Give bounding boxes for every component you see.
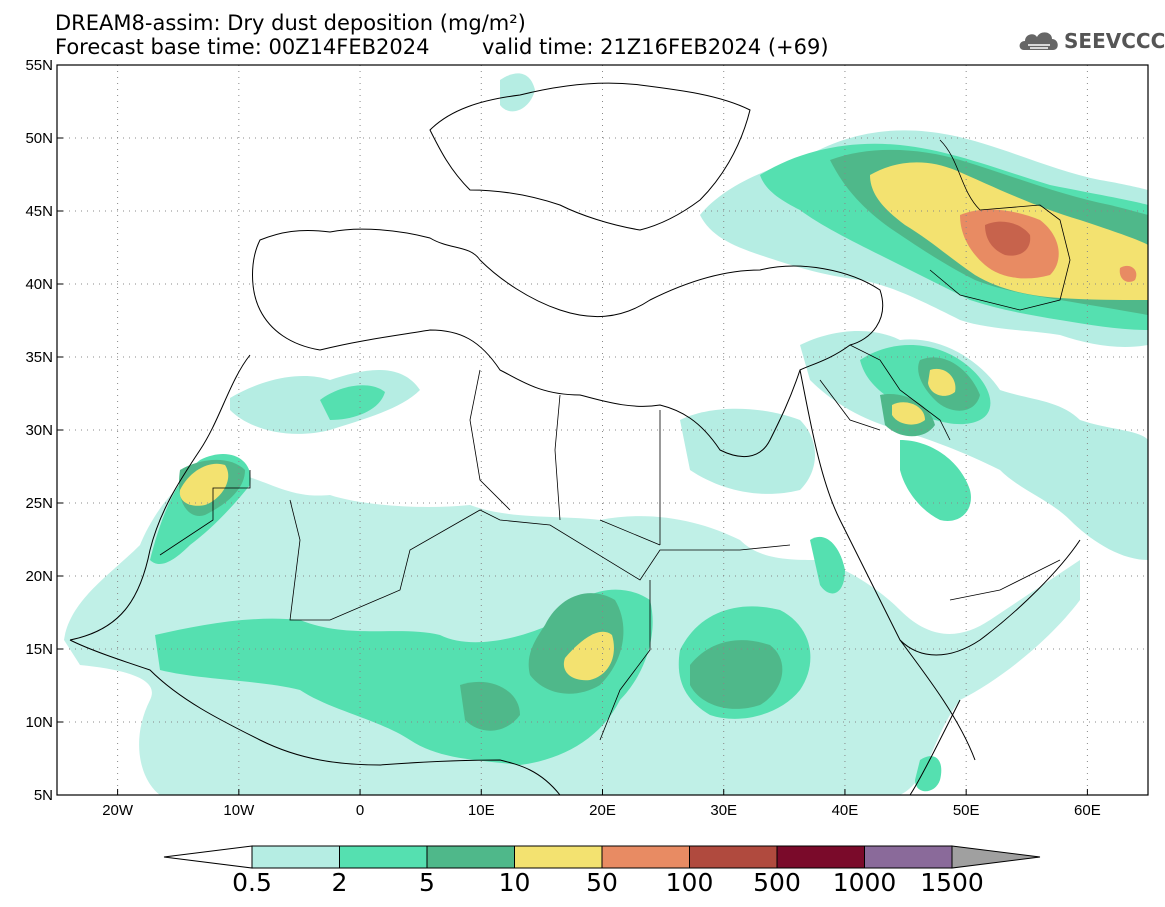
colorbar-label: 50 — [586, 868, 618, 897]
logo-text: SEEVCCC — [1064, 29, 1165, 53]
x-tick-label: 50E — [953, 802, 980, 819]
seevccc-logo: SEEVCCC — [1018, 26, 1165, 56]
y-tick-label: 5N — [34, 787, 53, 804]
colorbar-label: 1500 — [920, 868, 984, 897]
country-borders — [159, 139, 1071, 741]
colorbar-swatch — [776, 845, 865, 869]
colorbar-label: 5 — [419, 868, 435, 897]
y-tick-label: 45N — [25, 203, 53, 220]
colorbar-label: 2 — [331, 868, 348, 897]
colorbar — [163, 845, 1041, 869]
colorbar-swatch — [514, 845, 603, 869]
x-tick-label: 0 — [356, 802, 364, 819]
colorbar-swatch — [251, 845, 340, 869]
x-tick-label: 10W — [223, 802, 255, 819]
y-tick-label: 20N — [25, 568, 53, 585]
valid-time: valid time: 21Z16FEB2024 (+69) — [482, 35, 829, 59]
coastlines — [69, 82, 1081, 796]
colorbar-over-arrow — [951, 845, 1041, 869]
colorbar-label: 10 — [498, 868, 531, 897]
y-tick-label: 15N — [25, 641, 53, 658]
x-tick-label: 20E — [589, 802, 616, 819]
x-tick-label: 60E — [1074, 802, 1101, 819]
colorbar-swatch — [601, 845, 690, 869]
colorbar-swatch — [339, 845, 428, 869]
x-tick-label: 10E — [468, 802, 495, 819]
colorbar-swatch — [864, 845, 953, 869]
longitude-axis: 20W 10W 0 10E 20E 30E 40E 50E 60E — [102, 789, 1101, 819]
colorbar-label: 500 — [753, 868, 801, 897]
y-tick-label: 30N — [25, 422, 53, 439]
colorbar-swatch — [426, 845, 515, 869]
forecast-base-time: Forecast base time: 00Z14FEB2024 — [55, 35, 430, 59]
cloud-logo-icon — [1019, 32, 1058, 50]
level-100-500 — [985, 221, 1031, 256]
colorbar-under-arrow — [163, 845, 253, 869]
x-tick-label: 20W — [102, 802, 134, 819]
x-tick-label: 40E — [832, 802, 859, 819]
y-tick-label: 50N — [25, 130, 53, 147]
map-title: DREAM8-assim: Dry dust deposition (mg/m²… — [55, 11, 526, 35]
y-tick-label: 55N — [25, 57, 53, 74]
colorbar-label: 0.5 — [232, 868, 272, 897]
y-tick-label: 10N — [25, 714, 53, 731]
dust-contours — [64, 73, 1148, 795]
colorbar-swatch — [689, 845, 778, 869]
latitude-axis: 55N 50N 45N 40N 35N 30N 25N 20N 15N 10N 5N — [25, 57, 63, 804]
colorbar-label: 100 — [665, 868, 714, 897]
y-tick-label: 35N — [25, 349, 53, 366]
x-tick-label: 30E — [710, 802, 737, 819]
y-tick-label: 40N — [25, 276, 53, 293]
y-tick-label: 25N — [25, 495, 53, 512]
colorbar-label: 1000 — [832, 868, 897, 897]
